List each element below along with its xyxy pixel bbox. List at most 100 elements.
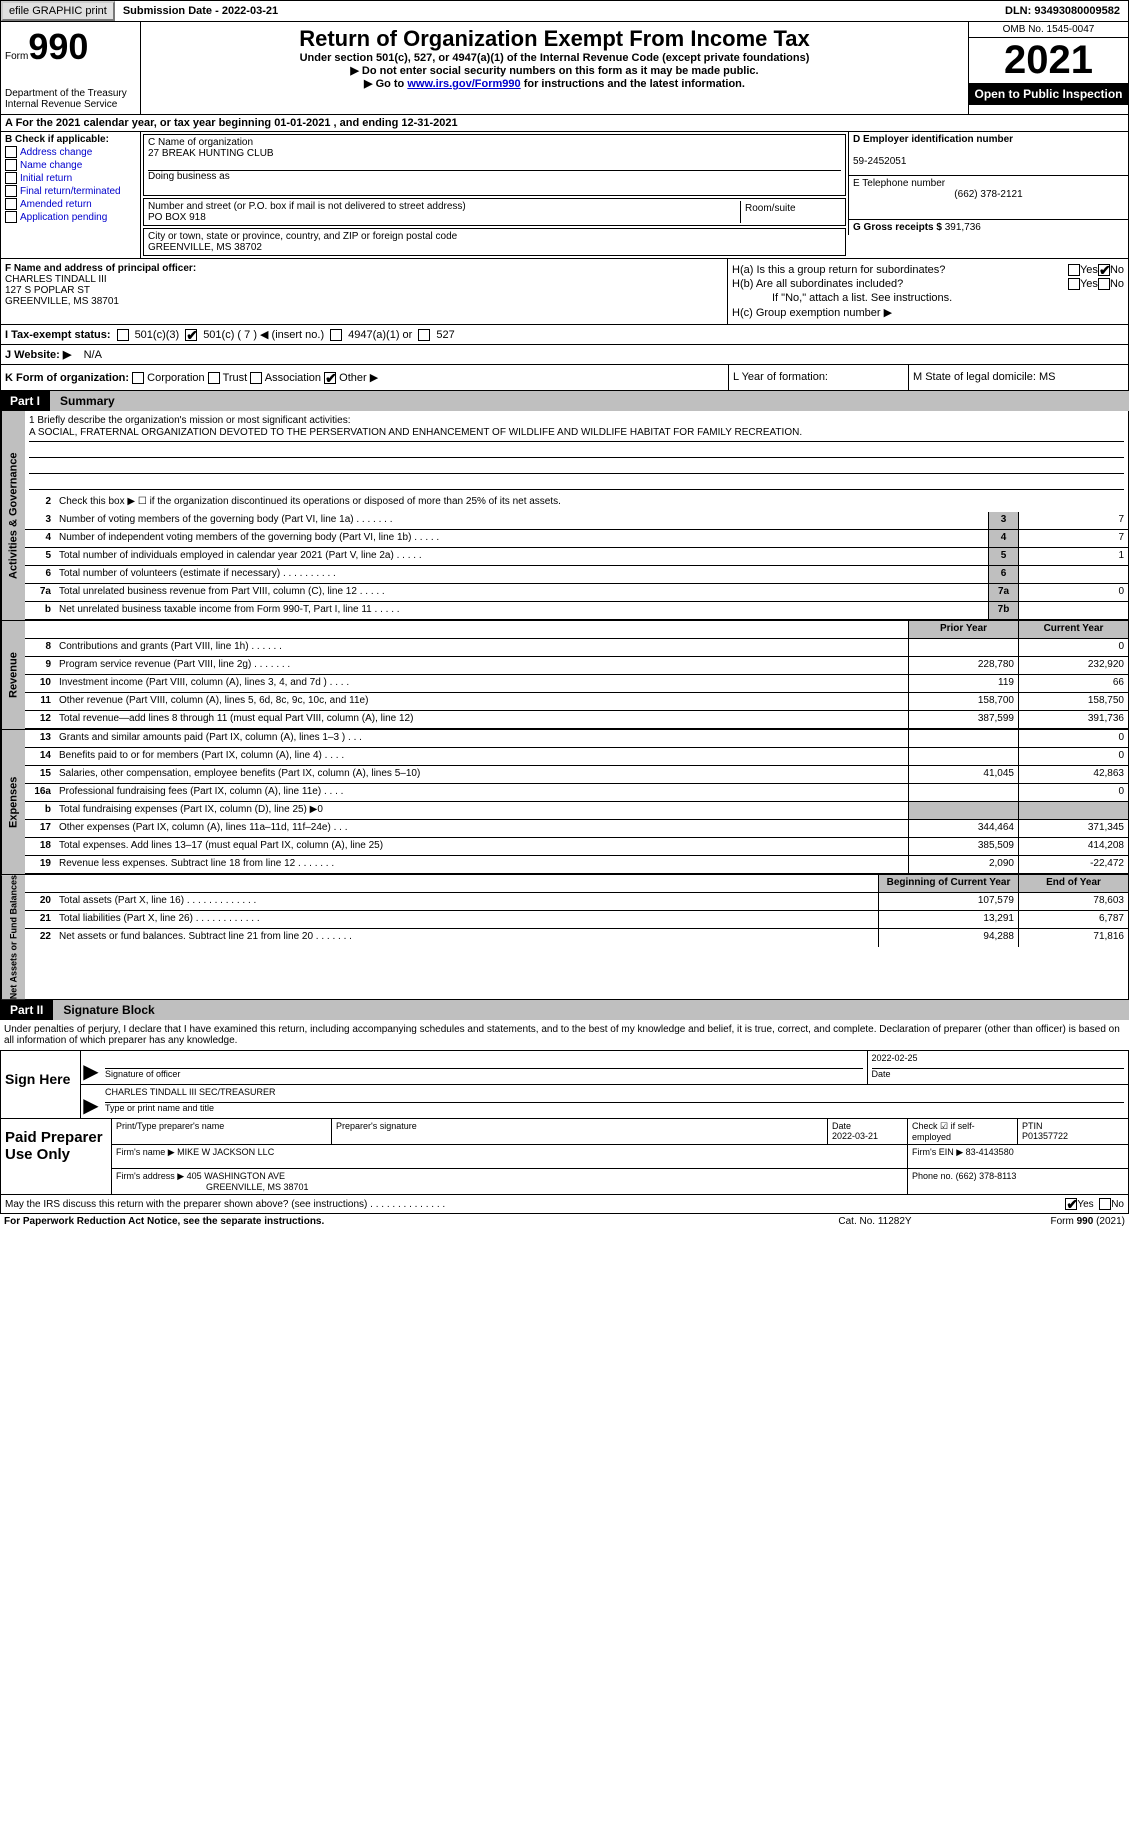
net-assets-section: Net Assets or Fund Balances Beginning of… xyxy=(0,875,1129,1000)
check-application[interactable] xyxy=(5,211,17,223)
officer-addr2: GREENVILLE, MS 38701 xyxy=(5,296,723,307)
irs-link[interactable]: www.irs.gov/Form990 xyxy=(407,78,520,90)
check-4947[interactable] xyxy=(330,329,342,341)
check-final[interactable] xyxy=(5,185,17,197)
street-label: Number and street (or P.O. box if mail i… xyxy=(148,201,740,212)
sign-here-section: Sign Here ▶ Signature of officer 2022-02… xyxy=(0,1051,1129,1119)
briefly-label: 1 Briefly describe the organization's mi… xyxy=(29,415,1124,426)
line18-text: Total expenses. Add lines 13–17 (must eq… xyxy=(55,838,908,855)
dln: DLN: 93493080009582 xyxy=(997,3,1128,19)
line6-text: Total number of volunteers (estimate if … xyxy=(55,566,988,583)
prep-date: 2022-03-21 xyxy=(832,1131,878,1141)
f-label: F Name and address of principal officer: xyxy=(5,263,723,274)
officer-name: CHARLES TINDALL III xyxy=(5,274,723,285)
side-net: Net Assets or Fund Balances xyxy=(1,875,25,999)
sig-officer-label: Signature of officer xyxy=(105,1069,863,1079)
officer-addr1: 127 S POPLAR ST xyxy=(5,285,723,296)
self-employed-check: Check ☑ if self-employed xyxy=(908,1119,1018,1144)
name-label: C Name of organization xyxy=(148,137,841,148)
line5-val: 1 xyxy=(1018,548,1128,565)
line7b-text: Net unrelated business taxable income fr… xyxy=(55,602,988,619)
goto-suffix: for instructions and the latest informat… xyxy=(521,78,745,90)
line4-val: 7 xyxy=(1018,530,1128,547)
check-trust[interactable] xyxy=(208,372,220,384)
omb-number: OMB No. 1545-0047 xyxy=(969,22,1128,38)
efile-button[interactable]: efile GRAPHIC print xyxy=(1,1,115,21)
website: N/A xyxy=(84,349,102,361)
submission-date: Submission Date - 2022-03-21 xyxy=(115,3,286,19)
check-527[interactable] xyxy=(418,329,430,341)
discuss-row: May the IRS discuss this return with the… xyxy=(0,1195,1129,1214)
check-501c3[interactable] xyxy=(117,329,129,341)
section-fh: F Name and address of principal officer:… xyxy=(0,259,1129,325)
line16a-text: Professional fundraising fees (Part IX, … xyxy=(55,784,908,801)
check-name[interactable] xyxy=(5,159,17,171)
line19-text: Revenue less expenses. Subtract line 18 … xyxy=(55,856,908,873)
paid-preparer-section: Paid Preparer Use Only Print/Type prepar… xyxy=(0,1119,1129,1195)
check-501c[interactable] xyxy=(185,329,197,341)
row-i: I Tax-exempt status: 501(c)(3) 501(c) ( … xyxy=(0,325,1129,345)
footer: For Paperwork Reduction Act Notice, see … xyxy=(0,1214,1129,1229)
subtitle-1: Under section 501(c), 527, or 4947(a)(1)… xyxy=(145,52,964,64)
check-address[interactable] xyxy=(5,146,17,158)
firm-ein: 83-4143580 xyxy=(966,1147,1014,1157)
org-name: 27 BREAK HUNTING CLUB xyxy=(148,148,841,159)
revenue-section: Revenue Prior YearCurrent Year 8Contribu… xyxy=(0,621,1129,730)
check-initial[interactable] xyxy=(5,172,17,184)
year-formation: L Year of formation: xyxy=(728,365,908,390)
check-b-label: B Check if applicable: xyxy=(5,134,136,145)
row-a: A For the 2021 calendar year, or tax yea… xyxy=(0,115,1129,132)
line6-val xyxy=(1018,566,1128,583)
line11-text: Other revenue (Part VIII, column (A), li… xyxy=(55,693,908,710)
irs: Internal Revenue Service xyxy=(5,99,136,110)
check-other[interactable] xyxy=(324,372,336,384)
firm-addr1: 405 WASHINGTON AVE xyxy=(187,1171,285,1181)
firm-phone: (662) 378-8113 xyxy=(956,1171,1017,1181)
line22-text: Net assets or fund balances. Subtract li… xyxy=(55,929,878,947)
form-title: Return of Organization Exempt From Incom… xyxy=(145,26,964,52)
city-label: City or town, state or province, country… xyxy=(148,231,841,242)
ha-no[interactable] xyxy=(1098,264,1110,276)
row-j: J Website: ▶ N/A xyxy=(0,345,1129,365)
check-assoc[interactable] xyxy=(250,372,262,384)
top-bar: efile GRAPHIC print Submission Date - 20… xyxy=(0,0,1129,22)
h-a-label: H(a) Is this a group return for subordin… xyxy=(732,264,1068,276)
row-k: K Form of organization: Corporation Trus… xyxy=(0,365,1129,391)
check-corp[interactable] xyxy=(132,372,144,384)
section-bcd: B Check if applicable: Address change Na… xyxy=(0,132,1129,259)
current-year-hdr: Current Year xyxy=(1018,621,1128,638)
ha-yes[interactable] xyxy=(1068,264,1080,276)
ein: 59-2452051 xyxy=(853,156,1124,167)
street: PO BOX 918 xyxy=(148,212,740,223)
discuss-yes[interactable] xyxy=(1065,1198,1077,1210)
form-number: 990 xyxy=(28,26,88,67)
dba-label: Doing business as xyxy=(148,170,841,182)
line16b-text: Total fundraising expenses (Part IX, col… xyxy=(55,802,908,819)
sig-arrow-icon: ▶ xyxy=(81,1051,101,1084)
form-header: Form990 Department of the Treasury Inter… xyxy=(0,22,1129,115)
part1-header: Part I Summary xyxy=(0,391,1129,411)
date-label: Date xyxy=(872,1069,1125,1079)
hb-no[interactable] xyxy=(1098,278,1110,290)
line21-text: Total liabilities (Part X, line 26) . . … xyxy=(55,911,878,928)
goto-prefix: ▶ Go to xyxy=(364,78,407,90)
line7a-val: 0 xyxy=(1018,584,1128,601)
line3-val: 7 xyxy=(1018,512,1128,529)
form-ref: Form 990 (2021) xyxy=(975,1216,1125,1227)
gross-label: G Gross receipts $ xyxy=(853,222,942,233)
city: GREENVILLE, MS 38702 xyxy=(148,242,841,253)
firm-addr2: GREENVILLE, MS 38701 xyxy=(206,1182,309,1192)
prep-sig-label: Preparer's signature xyxy=(332,1119,828,1144)
h-b-label: H(b) Are all subordinates included? xyxy=(732,278,1068,290)
h-note: If "No," attach a list. See instructions… xyxy=(732,291,1124,305)
expenses-section: Expenses 13Grants and similar amounts pa… xyxy=(0,730,1129,875)
officer-name-title: CHARLES TINDALL III SEC/TREASURER xyxy=(105,1087,1124,1103)
hb-yes[interactable] xyxy=(1068,278,1080,290)
ein-label: D Employer identification number xyxy=(853,134,1124,145)
line12-text: Total revenue—add lines 8 through 11 (mu… xyxy=(55,711,908,728)
pra-notice: For Paperwork Reduction Act Notice, see … xyxy=(4,1216,775,1227)
discuss-text: May the IRS discuss this return with the… xyxy=(5,1199,1065,1210)
check-amended[interactable] xyxy=(5,198,17,210)
discuss-no[interactable] xyxy=(1099,1198,1111,1210)
penalty-text: Under penalties of perjury, I declare th… xyxy=(0,1020,1129,1051)
